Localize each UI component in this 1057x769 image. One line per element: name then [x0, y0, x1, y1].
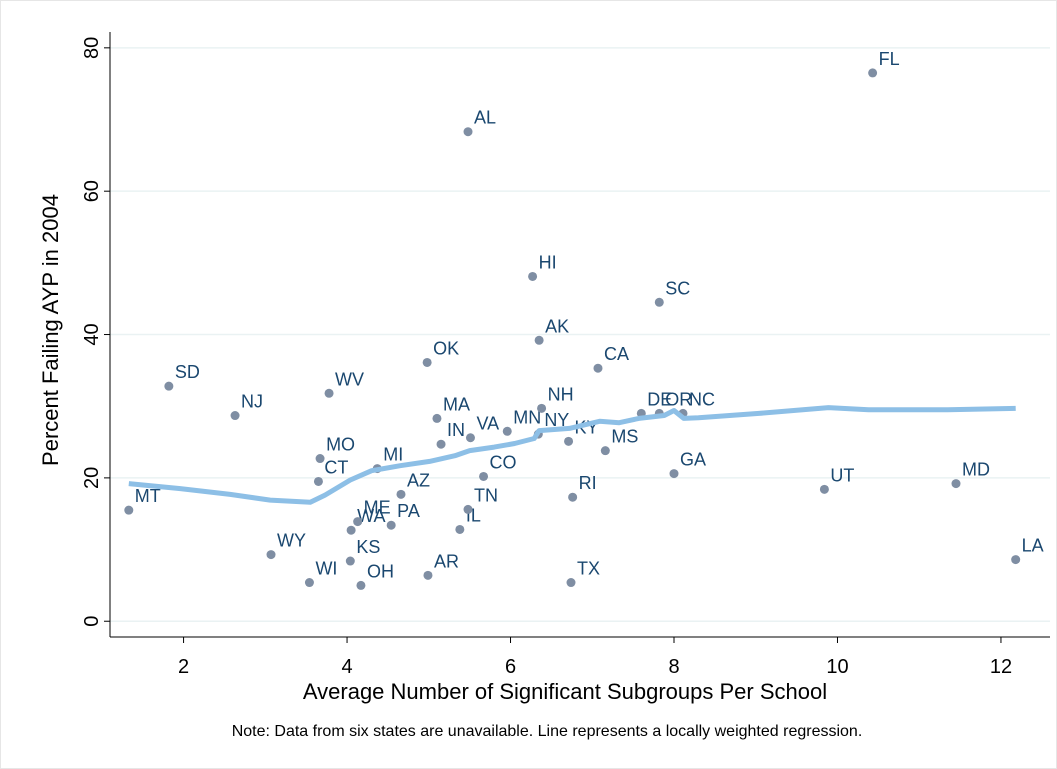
point: [230, 411, 240, 421]
point-label: AK: [545, 316, 569, 336]
point-label: TN: [474, 485, 498, 505]
point: [164, 381, 174, 391]
point-label: NJ: [241, 392, 263, 412]
point-label: AR: [434, 551, 459, 571]
point-label: CT: [324, 457, 348, 477]
point: [315, 454, 325, 464]
point-label: ME: [364, 498, 391, 518]
point-label: VA: [476, 414, 499, 434]
point-label: WI: [315, 559, 337, 579]
point: [600, 446, 610, 456]
point-label: CO: [490, 452, 517, 472]
point-label: MS: [611, 427, 638, 447]
point: [432, 413, 442, 423]
point-label: MD: [962, 460, 990, 480]
point-label: NC: [689, 389, 715, 409]
point: [124, 505, 134, 515]
point-label: MT: [135, 486, 161, 506]
point-label: OH: [367, 561, 394, 581]
point: [422, 357, 432, 367]
y-tick-label: 0: [81, 616, 103, 627]
y-axis-title: Percent Failing AYP in 2004: [38, 194, 63, 466]
point: [568, 492, 578, 502]
point-label: TX: [577, 559, 600, 579]
x-tick-label: 8: [668, 656, 679, 678]
point-label: CA: [604, 344, 629, 364]
point: [345, 556, 355, 566]
point-label: SD: [175, 362, 200, 382]
point: [528, 271, 538, 281]
point-label: MN: [513, 407, 541, 427]
x-tick-label: 12: [990, 656, 1012, 678]
point: [324, 388, 334, 398]
point: [346, 525, 356, 535]
point-label: RI: [579, 473, 597, 493]
point: [463, 127, 473, 137]
point: [353, 517, 363, 527]
point: [266, 550, 276, 560]
point-label: NY: [544, 410, 569, 430]
point: [669, 469, 679, 479]
point: [356, 580, 366, 590]
point: [537, 403, 547, 413]
point: [534, 335, 544, 345]
y-tick-label: 40: [81, 323, 103, 345]
point: [564, 436, 574, 446]
point-label: IN: [447, 420, 465, 440]
point-label: OK: [433, 338, 459, 358]
point-label: UT: [830, 465, 854, 485]
point-label: AZ: [407, 470, 430, 490]
x-tick-label: 10: [826, 656, 848, 678]
point-label: WA: [357, 506, 385, 526]
point: [502, 426, 512, 436]
point-label: DE: [647, 389, 672, 409]
point: [436, 439, 446, 449]
point: [654, 297, 664, 307]
point-label: HI: [539, 252, 557, 272]
point-label: LA: [1022, 536, 1044, 556]
y-tick-label: 60: [81, 180, 103, 202]
point: [479, 471, 489, 481]
point-label: MI: [383, 445, 403, 465]
point: [566, 578, 576, 588]
lowess-line: [128, 405, 1016, 505]
point: [465, 433, 475, 443]
point-label: WV: [335, 369, 364, 389]
point: [386, 520, 396, 530]
y-tick-label: 20: [81, 467, 103, 489]
point-label: GA: [680, 450, 706, 470]
x-tick-label: 4: [341, 656, 352, 678]
point: [396, 489, 406, 499]
point-label: KS: [356, 537, 380, 557]
point: [868, 68, 878, 78]
point: [819, 484, 829, 494]
x-tick-label: 6: [505, 656, 516, 678]
point-label: FL: [879, 49, 900, 69]
point: [1011, 555, 1021, 565]
point-label: MO: [326, 435, 355, 455]
point: [304, 578, 314, 588]
x-axis-title: Average Number of Significant Subgroups …: [303, 679, 827, 704]
point-label: PA: [397, 501, 420, 521]
point-label: AL: [474, 108, 496, 128]
point: [951, 479, 961, 489]
note: Note: Data from six states are unavailab…: [232, 723, 863, 740]
point: [593, 363, 603, 373]
x-tick-label: 2: [178, 656, 189, 678]
point: [423, 570, 433, 580]
point: [463, 504, 473, 514]
y-tick-label: 80: [81, 37, 103, 59]
point-label: WY: [277, 531, 306, 551]
point-label: MA: [443, 394, 470, 414]
point-label: OR: [665, 389, 692, 409]
point-label: SC: [665, 278, 690, 298]
point-label: NH: [548, 384, 574, 404]
point: [455, 524, 465, 534]
point: [313, 476, 323, 486]
